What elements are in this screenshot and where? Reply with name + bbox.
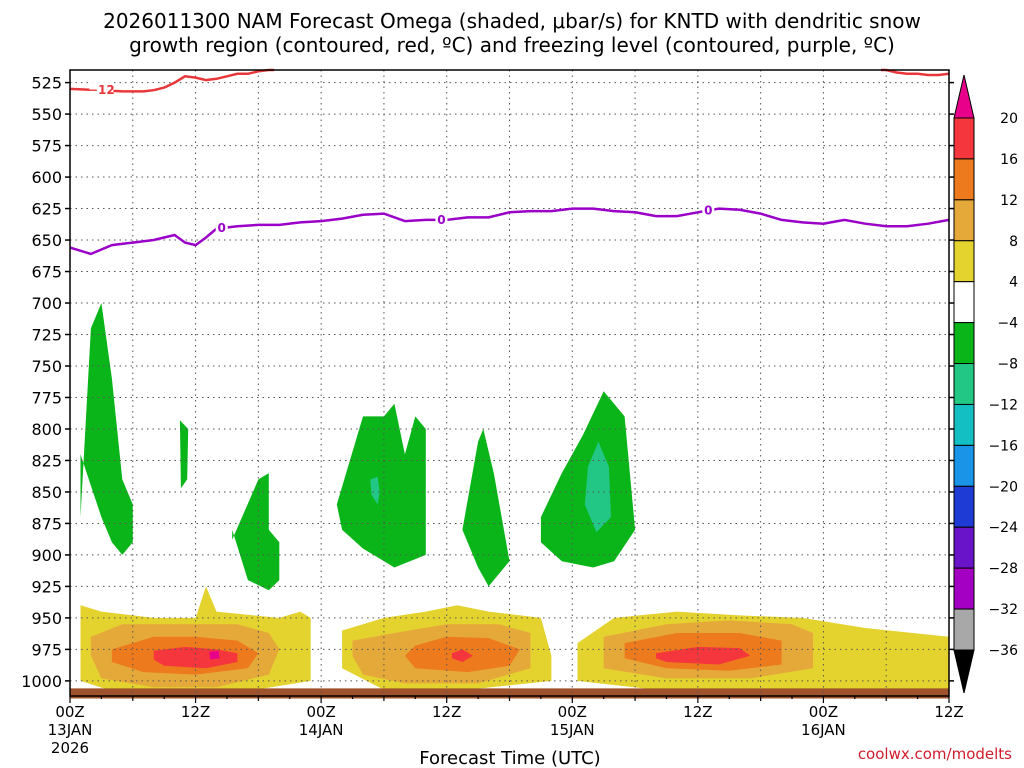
y-tick-label-925: 925	[31, 577, 62, 596]
y-tick-label-975: 975	[31, 640, 62, 659]
freezing-level-label-2: 0	[704, 203, 712, 217]
omega-region-teal-15jan	[584, 441, 611, 533]
y-tick-label-850: 850	[31, 483, 62, 502]
y-tick-label-625: 625	[31, 200, 62, 219]
x-tick-label-48-1: 15JAN	[550, 721, 595, 739]
freezing-label-bg-1	[435, 211, 448, 226]
colorbar-label-5: −4	[997, 316, 1018, 332]
colorbar-cell-6	[953, 363, 975, 405]
omega-shading	[70, 303, 949, 699]
colorbar-label-13: −36	[988, 643, 1018, 659]
freezing-label-bg-0	[215, 220, 228, 235]
x-tick-label-12-0: 12Z	[181, 703, 210, 721]
omega-region-green-14jan-b	[462, 429, 510, 587]
y-tick-label-775: 775	[31, 388, 62, 407]
y-tick-label-575: 575	[31, 137, 62, 156]
y-tick-label-525: 525	[31, 74, 62, 93]
colorbar-label-12: −32	[988, 602, 1018, 618]
colorbar-cell-8	[953, 444, 975, 487]
colorbar-cell-9	[953, 485, 975, 528]
colorbar-cell-7	[953, 403, 975, 446]
colorbar-label-2: 12	[1000, 193, 1018, 209]
y-tick-label-725: 725	[31, 326, 62, 345]
y-tick-label-875: 875	[31, 514, 62, 533]
y-tick-label-950: 950	[31, 609, 62, 628]
x-tick-label-24-0: 00Z	[306, 703, 335, 721]
x-axis-label: Forecast Time (UTC)	[419, 748, 600, 768]
colorbar-cell-10	[953, 526, 975, 569]
dgz-minus12-line-0	[69, 68, 275, 93]
x-tick-label-36-0: 12Z	[432, 703, 461, 721]
omega-region-green-13jan-late	[232, 473, 280, 591]
plot-background	[70, 70, 949, 696]
colorbar-cell-0	[953, 117, 975, 160]
colorbar-label-1: 16	[1000, 152, 1018, 168]
y-tick-label-700: 700	[31, 294, 62, 313]
x-tick-label-84-0: 12Z	[934, 703, 963, 721]
y-tick-label-600: 600	[31, 168, 62, 187]
x-tick-label-60-0: 12Z	[683, 703, 712, 721]
omega-region-magenta-13jan	[209, 650, 220, 660]
y-tick-label-825: 825	[31, 451, 62, 470]
colorbar-cell-5	[953, 322, 975, 365]
dgz-minus12-label: −12	[88, 83, 115, 97]
colorbar-cell-4	[953, 281, 975, 324]
credit-text: coolwx.com/modelts	[858, 745, 1012, 763]
x-tick-label-72-0: 00Z	[809, 703, 838, 721]
y-tick-label-550: 550	[31, 105, 62, 124]
omega-region-red-15jan	[656, 646, 751, 665]
x-tick-label-0-2: 2026	[51, 739, 89, 757]
colorbar-cell-3	[953, 240, 975, 283]
colorbar-label-6: −8	[997, 357, 1018, 373]
x-tick-label-24-1: 14JAN	[299, 721, 344, 739]
colorbar-cell-12	[953, 608, 975, 651]
colorbar: 20 16 12 8 4 −4 −8 −12 −16 −20 −24 −28 −32 −36	[953, 74, 1018, 694]
x-tick-label-48-0: 00Z	[558, 703, 587, 721]
y-tick-label-650: 650	[31, 231, 62, 250]
freezing-level-label-1: 0	[437, 213, 445, 227]
chart-title-line-1: 2026011300 NAM Forecast Omega (shaded, μ…	[103, 9, 921, 33]
y-tick-label-900: 900	[31, 546, 62, 565]
colorbar-label-11: −28	[988, 561, 1018, 577]
x-tick-label-0-1: 13JAN	[48, 721, 93, 739]
y-tick-label-750: 750	[31, 357, 62, 376]
y-tick-label-675: 675	[31, 263, 62, 282]
chart-title-line-2: growth region (contoured, red, ºC) and f…	[129, 33, 895, 57]
colorbar-cell-2	[953, 199, 975, 242]
colorbar-label-3: 8	[1009, 234, 1018, 250]
omega-region-green-14jan-a	[336, 403, 426, 568]
contour-lines: 0 0 0 −12	[69, 68, 950, 256]
colorbar-label-0: 20	[1000, 111, 1018, 127]
freezing-label-bg-2	[702, 202, 715, 217]
y-tick-label-800: 800	[31, 420, 62, 439]
grid-lines	[70, 70, 949, 696]
colorbar-label-8: −16	[988, 438, 1018, 454]
colorbar-label-4: 4	[1009, 275, 1018, 291]
colorbar-label-10: −24	[988, 520, 1018, 536]
x-tick-label-0-0: 00Z	[55, 703, 84, 721]
colorbar-label-9: −20	[988, 479, 1018, 495]
colorbar-cell-1	[953, 158, 975, 201]
y-axis: 525 550 575 600 625 650 675 700 725 750 775 800 825 8…	[21, 74, 954, 691]
x-tick-label-72-1: 16JAN	[801, 721, 846, 739]
freezing-level-line	[69, 207, 950, 256]
colorbar-cell-11	[953, 567, 975, 610]
freezing-level-label-0: 0	[218, 221, 226, 235]
omega-region-red-14jan	[451, 649, 473, 662]
colorbar-bottom-arrow	[953, 649, 975, 694]
dgz-label-bg	[89, 82, 114, 97]
omega-region-green-13jan-small	[179, 420, 189, 489]
omega-region-teal-14jan	[370, 476, 380, 505]
colorbar-top-arrow	[953, 74, 975, 119]
colorbar-label-7: −12	[988, 397, 1018, 413]
y-tick-label-1000: 1000	[21, 672, 62, 691]
